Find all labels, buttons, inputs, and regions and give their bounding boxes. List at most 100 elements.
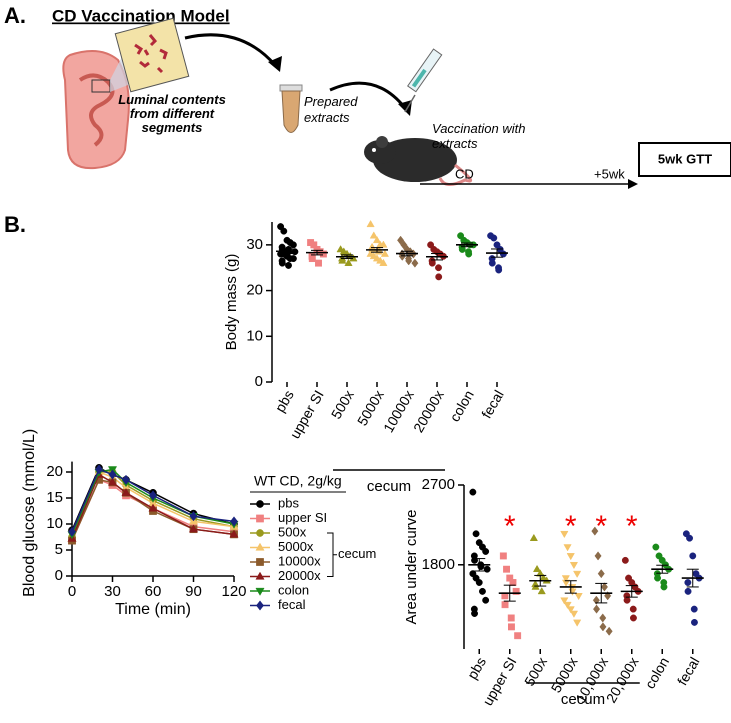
legend-marker <box>256 558 264 566</box>
point <box>458 245 466 253</box>
point <box>435 273 443 281</box>
x-tick-label: 5000x <box>548 654 581 695</box>
legend-group-label: cecum <box>338 546 376 561</box>
point <box>366 219 375 228</box>
point <box>188 524 199 533</box>
contents-box <box>114 17 190 93</box>
point <box>690 605 698 613</box>
legend-label: upper SI <box>278 510 327 525</box>
delay-label: +5wk <box>594 166 625 181</box>
x-tick-label: 60 <box>145 583 162 600</box>
arrowhead <box>398 100 412 116</box>
significance-star: * <box>504 510 516 543</box>
legend-marker <box>256 529 264 537</box>
point <box>472 530 480 538</box>
point <box>495 266 503 274</box>
point <box>479 587 486 595</box>
point <box>532 564 542 573</box>
point <box>561 575 570 583</box>
point <box>428 259 436 267</box>
endpoint-label: 5wk GTT <box>658 151 712 166</box>
y-tick-label: 30 <box>246 236 263 253</box>
point <box>95 464 103 475</box>
legend-bracket <box>327 532 337 577</box>
arrow <box>329 81 407 109</box>
point <box>561 579 571 587</box>
x-tick-label: pbs <box>464 654 489 682</box>
point <box>108 469 117 480</box>
point <box>379 240 388 248</box>
point <box>594 551 602 561</box>
x-tick-label: 20000x <box>410 387 447 435</box>
point <box>684 587 692 595</box>
point <box>289 241 297 249</box>
group-label: cecum <box>367 478 411 495</box>
vaccination-label: Vaccination with extracts <box>432 121 525 151</box>
point <box>397 235 405 245</box>
point <box>499 250 507 258</box>
y-tick-label: 2700 <box>422 476 455 493</box>
point <box>499 552 507 560</box>
y-axis-title: Area under curve <box>403 509 420 624</box>
point <box>148 503 158 512</box>
significance-star: * <box>626 510 638 543</box>
diet-label: CD <box>455 166 474 181</box>
point <box>686 534 693 542</box>
significance-star: * <box>565 510 577 543</box>
y-tick-label: 20 <box>46 463 63 480</box>
point <box>379 258 388 266</box>
point <box>400 240 408 250</box>
panel-label: A. <box>4 3 26 28</box>
endpoint-box <box>638 142 731 177</box>
point <box>469 488 477 496</box>
x-tick-label: 0 <box>68 583 76 600</box>
point <box>689 552 697 560</box>
x-tick-label: fecal <box>478 387 507 421</box>
point <box>319 250 327 258</box>
point <box>592 595 600 605</box>
y-axis-title: Blood glucose (mmol/L) <box>21 429 38 597</box>
y-axis-title: Body mass (g) <box>223 254 240 351</box>
legend-title: WT CD, 2g/kg <box>254 473 342 489</box>
point <box>591 526 599 536</box>
syringe-illustration <box>404 48 443 113</box>
arrow <box>184 33 277 66</box>
point <box>569 561 579 570</box>
point <box>537 587 546 595</box>
point <box>509 579 517 586</box>
point <box>483 565 491 573</box>
point <box>568 588 577 596</box>
point <box>593 604 601 614</box>
point <box>501 601 509 609</box>
point <box>315 259 322 267</box>
legend-label: 500x <box>278 524 307 539</box>
point <box>684 579 692 586</box>
point <box>621 556 629 564</box>
y-tick-label: 0 <box>55 567 63 584</box>
point <box>411 258 419 268</box>
point <box>599 622 607 632</box>
extracts-label: Prepared extracts <box>304 94 358 125</box>
point <box>630 614 637 622</box>
diagram-title: CD Vaccination Model <box>52 6 230 25</box>
point <box>508 623 515 631</box>
point <box>654 574 661 582</box>
point <box>623 596 631 604</box>
arrowhead <box>268 56 282 72</box>
point <box>349 254 358 262</box>
legend-marker <box>256 600 264 611</box>
point <box>308 255 316 263</box>
point <box>344 258 353 266</box>
x-tick-label: 120 <box>221 583 246 600</box>
point <box>597 569 605 579</box>
significance-star: * <box>595 510 607 543</box>
point <box>482 548 490 555</box>
point <box>482 596 490 604</box>
point <box>566 606 575 614</box>
y-tick-label: 15 <box>46 489 63 506</box>
tube-illustration <box>279 84 303 133</box>
point <box>229 529 239 538</box>
point <box>435 264 442 272</box>
point <box>465 250 473 258</box>
point <box>629 605 637 613</box>
